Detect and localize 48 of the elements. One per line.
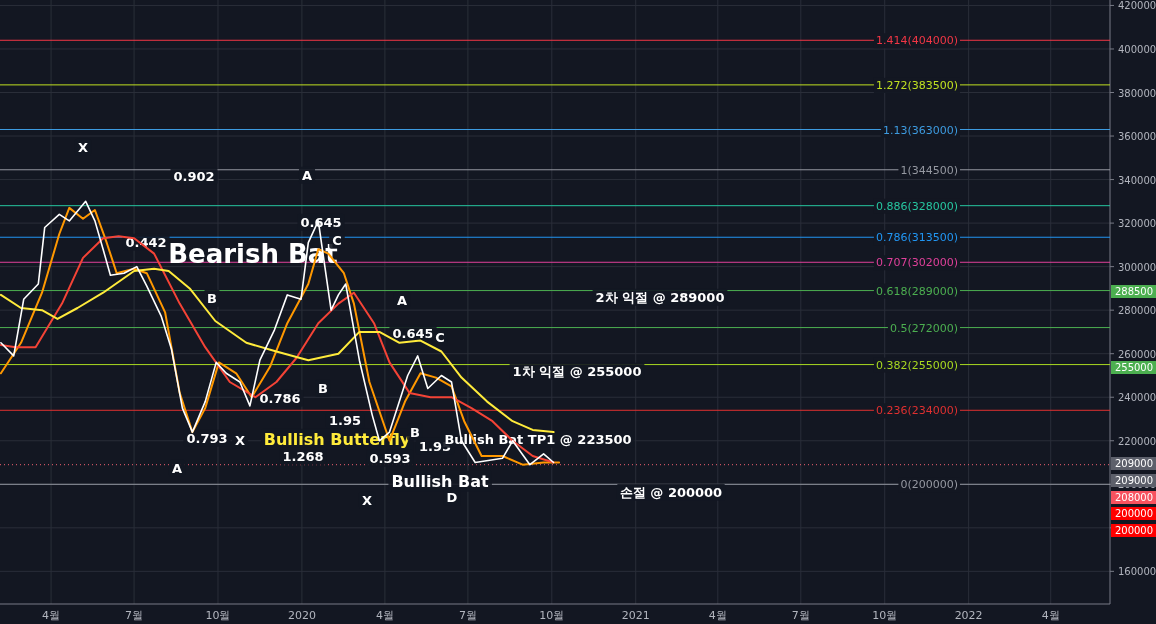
- x-tick-label: 10월: [872, 609, 898, 622]
- y-tick-label: 240000: [1118, 392, 1156, 404]
- y-tick-label: 320000: [1118, 218, 1156, 230]
- ref-line-label: 0.382(255000): [875, 358, 958, 372]
- price-tag: 200000: [1111, 524, 1156, 537]
- x-tick-label: 2020: [287, 609, 316, 622]
- ref-line-label: 0.886(328000): [875, 199, 958, 213]
- x-tick-label: 4월: [708, 609, 727, 622]
- x-tick-label: 4월: [42, 609, 61, 622]
- x-tick-label: 4월: [1041, 609, 1060, 622]
- x-tick-label: 7월: [458, 609, 477, 622]
- ref-line-label: 1(344500): [900, 163, 958, 177]
- y-tick-label: 360000: [1118, 131, 1156, 143]
- y-tick-label: 280000: [1118, 305, 1156, 317]
- ref-line: 1.414(404000): [0, 33, 1111, 49]
- price-tag: 200000: [1111, 507, 1156, 520]
- y-tick-label: 160000: [1118, 566, 1156, 578]
- ref-line-label: 0.5(272000): [889, 321, 958, 335]
- y-tick-label: 420000: [1118, 0, 1156, 12]
- y-tick-label: 220000: [1118, 435, 1156, 447]
- ref-line: 1.272(383500): [0, 77, 1111, 93]
- y-tick-label: 340000: [1118, 174, 1156, 186]
- y-tick-label: 300000: [1118, 261, 1156, 273]
- price-tag: 209000: [1111, 474, 1156, 487]
- x-tick-label: 7월: [791, 609, 810, 622]
- ref-line-label: 0.236(234000): [875, 404, 958, 418]
- ref-line-label: 0.707(302000): [875, 256, 958, 270]
- price-tag: 288500: [1111, 285, 1156, 298]
- x-tick-label: 4월: [375, 609, 394, 622]
- ref-line: 0.886(328000): [0, 198, 1111, 214]
- ref-line-label: 1.13(363000): [882, 123, 958, 137]
- x-tick-label: 7월: [125, 609, 144, 622]
- price-tag: 255000: [1111, 361, 1156, 374]
- ref-line-label: 0(200000): [900, 478, 958, 492]
- ref-line: 1.13(363000): [0, 122, 1111, 138]
- x-tick-label: 10월: [539, 609, 565, 622]
- ref-line-label: 0.786(313500): [875, 231, 958, 245]
- y-tick-label: 400000: [1118, 43, 1156, 55]
- price-tag: 208000: [1111, 491, 1156, 504]
- x-tick-label: 10월: [205, 609, 231, 622]
- ref-line-label: 1.272(383500): [875, 78, 958, 92]
- ref-line-label: 1.414(404000): [875, 34, 958, 48]
- price-tag: 209000: [1111, 457, 1156, 470]
- x-tick-label: 2022: [954, 609, 983, 622]
- y-tick-label: 260000: [1118, 348, 1156, 360]
- x-tick-label: 2021: [621, 609, 650, 622]
- ref-line-label: 0.618(289000): [875, 284, 958, 298]
- y-tick-label: 380000: [1118, 87, 1156, 99]
